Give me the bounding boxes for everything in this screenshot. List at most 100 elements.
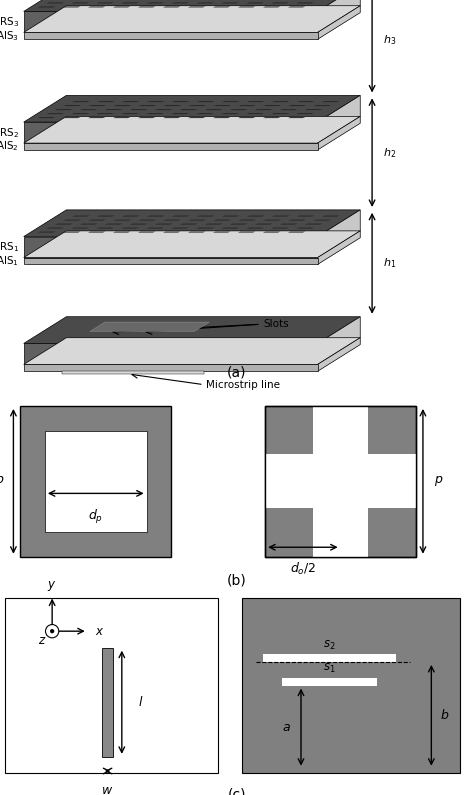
Polygon shape: [24, 364, 318, 371]
Polygon shape: [121, 2, 139, 3]
Polygon shape: [113, 105, 131, 106]
Polygon shape: [172, 2, 189, 3]
Polygon shape: [46, 2, 64, 3]
Text: $b$: $b$: [440, 708, 449, 723]
Text: PRS$_3$: PRS$_3$: [0, 15, 19, 29]
Polygon shape: [297, 101, 315, 102]
Polygon shape: [272, 101, 290, 102]
Text: Slots: Slots: [263, 320, 289, 329]
Polygon shape: [72, 215, 90, 216]
Polygon shape: [138, 105, 156, 106]
Circle shape: [46, 625, 59, 638]
Polygon shape: [172, 215, 190, 216]
Polygon shape: [38, 6, 55, 7]
Polygon shape: [188, 6, 205, 7]
Polygon shape: [24, 343, 318, 364]
Bar: [263, 654, 396, 662]
Polygon shape: [80, 109, 98, 110]
Text: PRS$_2$: PRS$_2$: [0, 126, 19, 139]
Polygon shape: [72, 2, 89, 3]
Polygon shape: [163, 117, 181, 118]
Polygon shape: [189, 219, 206, 220]
Polygon shape: [255, 109, 273, 110]
Polygon shape: [24, 0, 360, 11]
Polygon shape: [122, 101, 139, 102]
Polygon shape: [205, 223, 222, 224]
Polygon shape: [155, 109, 173, 110]
Polygon shape: [24, 143, 318, 150]
Polygon shape: [24, 122, 318, 143]
Polygon shape: [96, 113, 114, 114]
Polygon shape: [221, 227, 239, 229]
Bar: [313, 406, 368, 556]
Polygon shape: [238, 219, 256, 220]
Bar: [5, 598, 218, 774]
Polygon shape: [272, 113, 289, 114]
Polygon shape: [205, 109, 222, 110]
Polygon shape: [24, 116, 360, 143]
Polygon shape: [272, 215, 290, 216]
Polygon shape: [55, 109, 73, 110]
Polygon shape: [24, 11, 318, 33]
Polygon shape: [189, 105, 206, 106]
Polygon shape: [122, 215, 139, 216]
Polygon shape: [247, 215, 264, 216]
Polygon shape: [188, 231, 205, 233]
Polygon shape: [238, 231, 255, 233]
Polygon shape: [172, 113, 189, 114]
Polygon shape: [180, 109, 198, 110]
Text: $s_1$: $s_1$: [323, 662, 336, 675]
Bar: [102, 648, 113, 757]
Polygon shape: [146, 227, 164, 229]
Polygon shape: [24, 316, 360, 343]
Polygon shape: [164, 219, 181, 220]
Polygon shape: [313, 219, 331, 220]
Polygon shape: [46, 113, 64, 114]
Text: $h_1$: $h_1$: [383, 257, 396, 270]
Polygon shape: [130, 223, 147, 224]
Polygon shape: [197, 101, 215, 102]
Polygon shape: [113, 219, 131, 220]
Polygon shape: [180, 223, 198, 224]
Polygon shape: [121, 113, 139, 114]
Polygon shape: [188, 117, 205, 118]
Polygon shape: [272, 2, 289, 3]
Text: AIS$_2$: AIS$_2$: [0, 140, 19, 153]
Bar: [62, 371, 204, 374]
Polygon shape: [318, 116, 360, 150]
Text: $p$: $p$: [434, 475, 443, 488]
Polygon shape: [318, 316, 360, 364]
Polygon shape: [90, 322, 210, 332]
Polygon shape: [24, 258, 318, 265]
Polygon shape: [288, 231, 305, 233]
Polygon shape: [296, 227, 314, 229]
Polygon shape: [172, 101, 190, 102]
Polygon shape: [296, 2, 314, 3]
Polygon shape: [196, 113, 214, 114]
Polygon shape: [246, 113, 264, 114]
Polygon shape: [280, 223, 298, 224]
Text: $d_p$: $d_p$: [88, 507, 103, 525]
Text: $y$: $y$: [47, 579, 57, 592]
Polygon shape: [263, 6, 281, 7]
Polygon shape: [38, 231, 55, 233]
Polygon shape: [213, 117, 230, 118]
Polygon shape: [322, 215, 339, 216]
Polygon shape: [24, 210, 360, 237]
Polygon shape: [222, 215, 239, 216]
Polygon shape: [88, 6, 105, 7]
Polygon shape: [105, 109, 122, 110]
Polygon shape: [113, 231, 130, 233]
Polygon shape: [105, 223, 122, 224]
Polygon shape: [246, 227, 264, 229]
Polygon shape: [213, 231, 230, 233]
Polygon shape: [146, 2, 164, 3]
Text: $d_o/2$: $d_o/2$: [290, 561, 316, 577]
Bar: [265, 406, 416, 556]
Polygon shape: [296, 113, 314, 114]
Polygon shape: [196, 227, 214, 229]
Polygon shape: [146, 113, 164, 114]
Polygon shape: [222, 101, 239, 102]
Polygon shape: [288, 6, 305, 7]
Text: $a$: $a$: [283, 720, 291, 734]
